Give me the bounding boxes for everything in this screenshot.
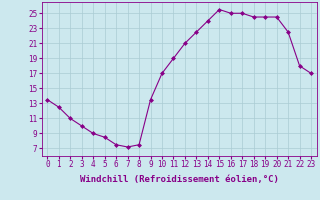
X-axis label: Windchill (Refroidissement éolien,°C): Windchill (Refroidissement éolien,°C)	[80, 175, 279, 184]
